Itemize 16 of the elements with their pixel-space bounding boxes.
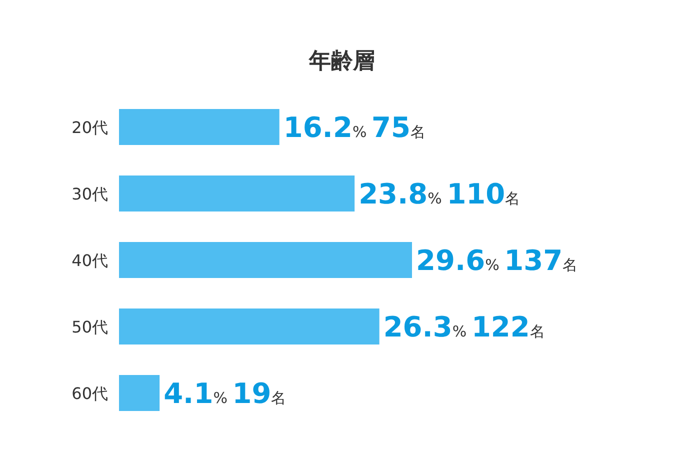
y-tick-label: 40代 <box>72 251 108 270</box>
bar <box>119 176 355 212</box>
bar <box>119 109 280 145</box>
chart-title: 年齢層 <box>308 49 375 74</box>
bar <box>119 375 160 411</box>
data-label: 23.8% 110名 <box>358 178 520 210</box>
y-tick-label: 30代 <box>72 184 108 204</box>
y-tick-label: 50代 <box>72 318 108 336</box>
data-label: 4.1% 19名 <box>164 377 286 410</box>
data-label: 26.3% 122名 <box>383 310 545 344</box>
data-label: 16.2% 75名 <box>283 111 426 144</box>
y-tick-label: 60代 <box>72 384 108 403</box>
y-tick-label: 20代 <box>72 118 108 137</box>
bar <box>119 308 380 344</box>
data-label: 29.6% 137名 <box>416 244 578 277</box>
bar <box>119 242 412 278</box>
